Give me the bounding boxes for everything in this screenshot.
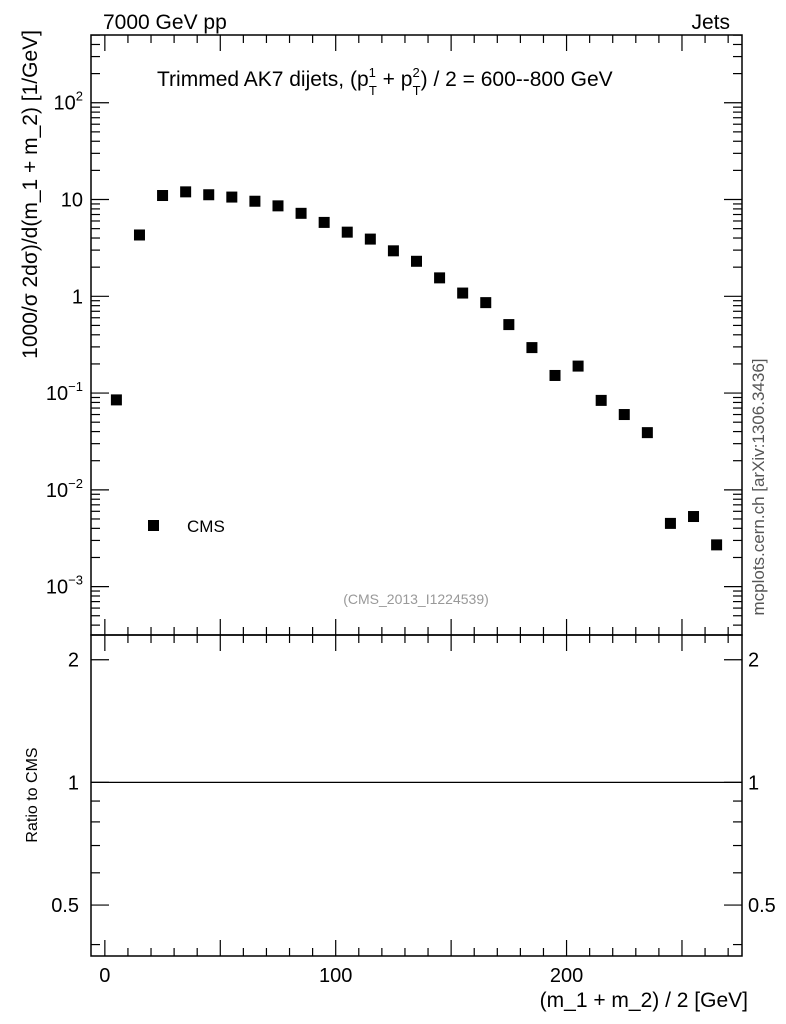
- title-tail: ) / 2 = 600--800 GeV: [421, 68, 613, 91]
- ratio-y-axis-label: Ratio to CMS: [24, 747, 41, 842]
- side-label: mcplots.cern.ch [arXiv:1306.3436]: [749, 358, 768, 615]
- data-point: [526, 342, 538, 354]
- y-tick-labels-main: 102 10 1 10−1 10−2 10−3: [46, 89, 83, 599]
- ratio-y-tick-label-right: 2: [748, 650, 759, 672]
- x-tick-labels: 0 100 200: [99, 965, 583, 987]
- data-point: [387, 245, 399, 257]
- ratio-y-tick-label-left: 2: [68, 650, 79, 672]
- y-tick-label: 10−1: [46, 379, 83, 405]
- title-sup1: 1: [369, 65, 376, 80]
- legend-entry-cms: CMS: [187, 517, 225, 536]
- ratio-plot-frame: [90, 634, 743, 957]
- x-tick-label: 200: [550, 965, 583, 987]
- data-point: [572, 360, 584, 372]
- ratio-y-tick-label-right: 1: [748, 772, 759, 794]
- title-sub1: T: [369, 83, 377, 98]
- header-right: Jets: [691, 11, 730, 34]
- data-point: [595, 394, 607, 406]
- ratio-y-tick-label-right: 0.5: [748, 895, 776, 917]
- main-plot-frame: [90, 34, 743, 636]
- data-point: [157, 190, 169, 202]
- title-plus: + p: [377, 68, 413, 91]
- legend-marker-square: [148, 520, 159, 531]
- title-sub2: T: [413, 83, 421, 98]
- analysis-id: (CMS_2013_I1224539): [343, 591, 489, 607]
- ratio-y-tick-label-left: 0.5: [51, 895, 79, 917]
- data-point: [411, 255, 422, 267]
- y-tick-label: 10−3: [46, 573, 83, 599]
- data-points: [110, 186, 723, 551]
- x-ticks: [104, 35, 729, 956]
- y-tick-label: 10: [61, 190, 83, 212]
- data-point: [549, 369, 561, 381]
- x-axis-label: (m_1 + m_2) / 2 [GeV]: [540, 989, 748, 1012]
- data-point: [110, 394, 122, 406]
- data-point: [480, 297, 492, 309]
- x-tick-label: 100: [319, 965, 352, 987]
- data-point: [688, 511, 700, 523]
- data-point: [226, 191, 238, 203]
- data-point: [641, 427, 653, 439]
- data-point: [133, 229, 145, 241]
- header-left: 7000 GeV pp: [103, 11, 227, 34]
- data-point: [341, 226, 353, 238]
- data-point: [434, 272, 446, 284]
- data-point: [618, 409, 630, 421]
- data-point: [364, 233, 376, 245]
- data-point: [180, 186, 192, 198]
- data-point: [457, 287, 469, 299]
- x-tick-label: 0: [99, 965, 110, 987]
- data-point: [272, 200, 284, 212]
- y-tick-labels-ratio: 2 2 1 1 0.5 0.5: [51, 650, 776, 917]
- data-point: [203, 189, 215, 201]
- data-point: [503, 319, 515, 331]
- data-point: [249, 195, 261, 207]
- title-sup2: 2: [412, 65, 419, 80]
- y-ticks-main: [91, 34, 742, 626]
- data-point: [295, 207, 307, 219]
- y-tick-label: 1: [72, 286, 83, 308]
- plot-title: Trimmed AK7 dijets, (p1 T + p2 T) / 2 = 60…: [157, 65, 613, 98]
- y-tick-label: 10−2: [46, 476, 83, 502]
- data-point: [664, 517, 676, 529]
- ratio-y-tick-label-left: 1: [68, 772, 79, 794]
- y-ticks-ratio: [91, 659, 742, 946]
- title-main: Trimmed AK7 dijets, (p: [157, 68, 369, 91]
- data-point: [711, 539, 723, 551]
- y-tick-label: 102: [54, 89, 83, 115]
- y-axis-label: 1000/σ 2dσ)/d(m_1 + m_2) [1/GeV]: [19, 30, 42, 359]
- data-point: [318, 216, 330, 228]
